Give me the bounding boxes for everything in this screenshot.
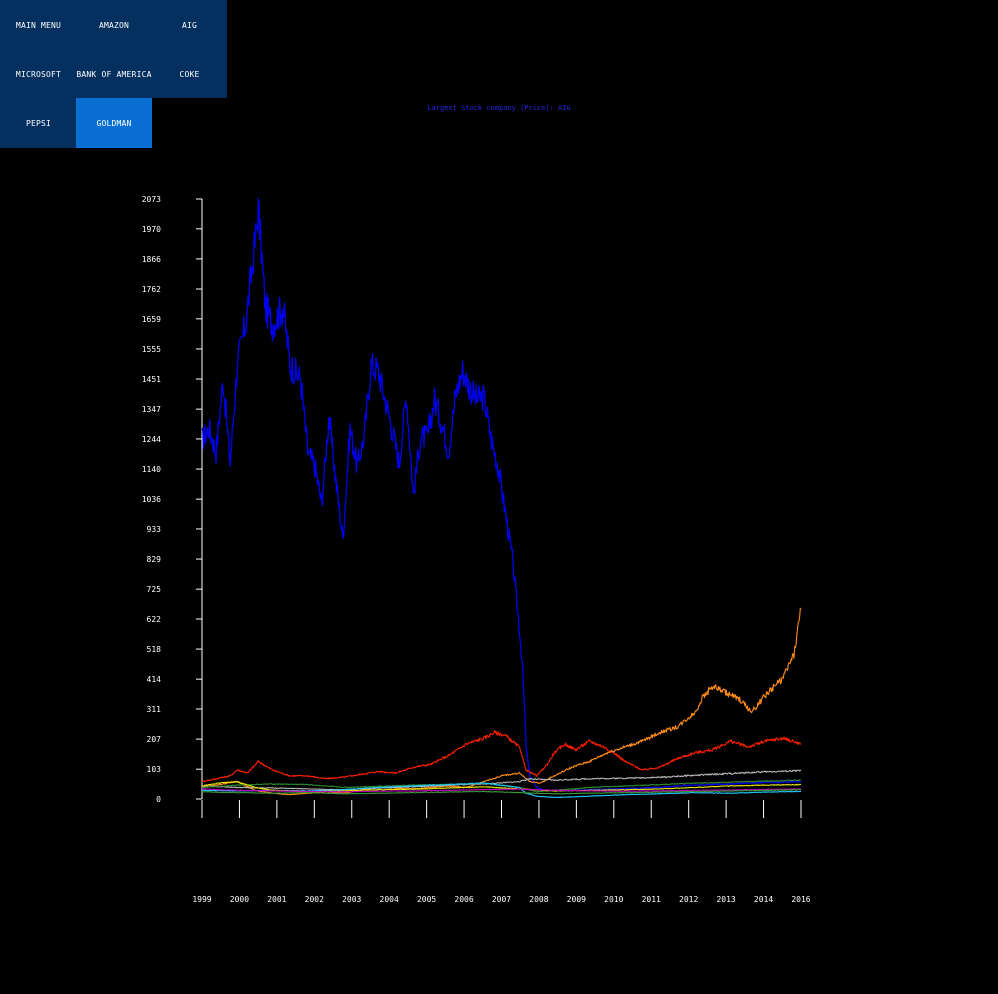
y-tick-label: 207 (147, 735, 162, 744)
y-tick-label: 1762 (142, 285, 161, 294)
y-tick-label: 829 (147, 555, 162, 564)
stock-menu: MAIN MENU AMAZON AIG MICROSOFT BANK OF A… (0, 0, 227, 150)
series-line-1 (201, 730, 802, 783)
menu-button-amazon[interactable]: AMAZON (98, 20, 130, 30)
menu-button-coke[interactable]: COKE (179, 69, 200, 79)
y-tick-label: 103 (147, 765, 162, 774)
x-tick-label: 2013 (716, 895, 735, 904)
x-tick-label: 2008 (529, 895, 548, 904)
x-tick-label: 2003 (342, 895, 361, 904)
menu-background (0, 0, 227, 98)
y-tick-label: 311 (147, 705, 162, 714)
x-tick-label: 2002 (305, 895, 324, 904)
series-line-0 (201, 197, 802, 792)
x-tick-label: 2007 (492, 895, 511, 904)
x-tick-label: 1999 (192, 895, 211, 904)
x-tick-label: 2006 (454, 895, 473, 904)
y-tick-label: 1555 (142, 345, 161, 354)
y-tick-label: 0 (156, 795, 161, 804)
menu-button-microsoft[interactable]: MICROSOFT (15, 69, 62, 79)
y-tick-label: 414 (147, 675, 162, 684)
y-tick-label: 518 (147, 645, 162, 654)
y-tick-label: 622 (147, 615, 162, 624)
menu-button-pepsi[interactable]: PEPSI (25, 118, 52, 128)
series-line-3 (202, 769, 802, 791)
y-tick-label: 1970 (142, 225, 161, 234)
menu-button-main-menu[interactable]: MAIN MENU (15, 20, 62, 30)
x-tick-label: 2010 (604, 895, 623, 904)
chart-title: Largest Stock company (Price): AIG (427, 104, 571, 112)
x-tick-label: 2004 (380, 895, 399, 904)
series-line-2 (201, 607, 802, 796)
series-line-8 (201, 788, 802, 795)
x-tick-label: 2009 (567, 895, 586, 904)
y-tick-label: 2073 (142, 195, 161, 204)
series-line-7 (201, 788, 802, 793)
y-tick-label: 725 (147, 585, 162, 594)
y-tick-label: 1036 (142, 495, 161, 504)
x-tick-label: 2012 (679, 895, 698, 904)
y-tick-label: 933 (147, 525, 162, 534)
x-tick-label: 2016 (791, 895, 810, 904)
y-tick-label: 1659 (142, 315, 161, 324)
menu-button-goldman[interactable]: GOLDMAN (76, 98, 152, 148)
x-tick-label: 2014 (754, 895, 773, 904)
y-tick-label: 1866 (142, 255, 161, 264)
y-tick-label: 1140 (142, 465, 161, 474)
x-tick-label: 2000 (230, 895, 249, 904)
x-tick-label: 2005 (417, 895, 436, 904)
menu-button-aig[interactable]: AIG (181, 20, 198, 30)
x-tick-label: 2001 (267, 895, 286, 904)
x-tick-label: 2011 (642, 895, 661, 904)
y-tick-label: 1244 (142, 435, 161, 444)
y-tick-label: 1451 (142, 375, 161, 384)
y-tick-label: 1347 (142, 405, 161, 414)
menu-button-bank-of-america[interactable]: BANK OF AMERICA (76, 69, 152, 79)
